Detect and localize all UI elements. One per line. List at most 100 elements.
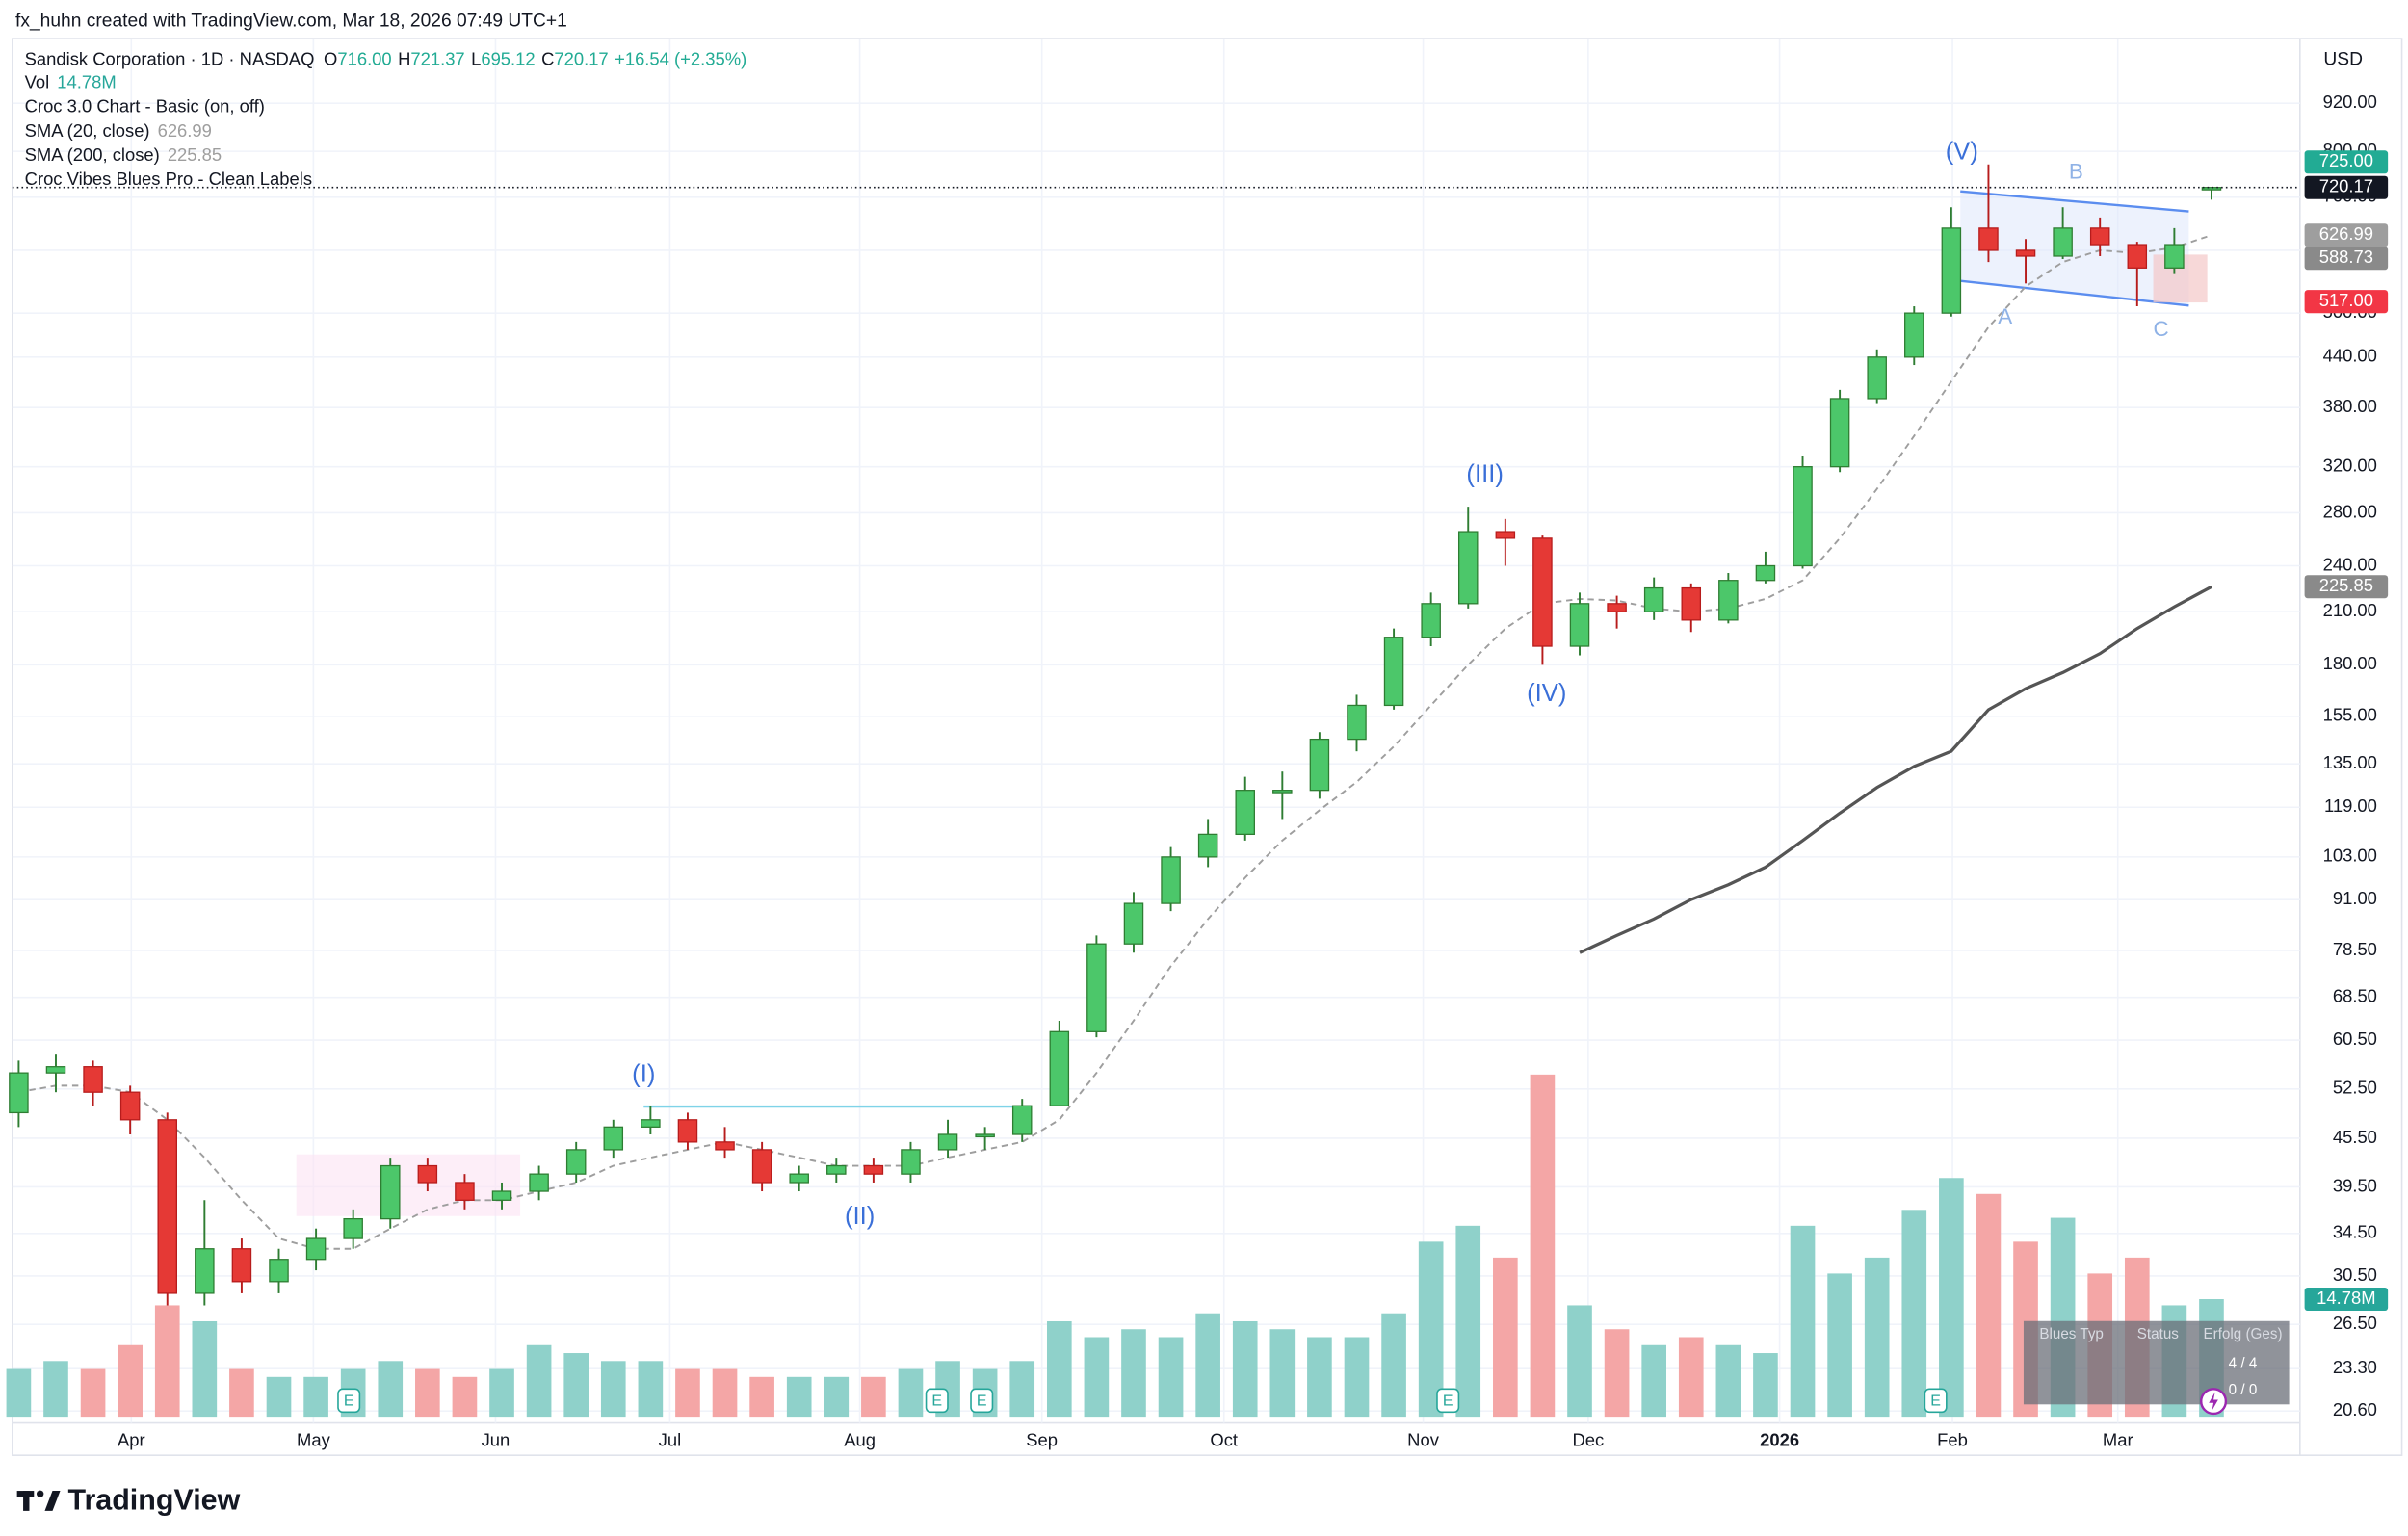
volume-bar [1381, 1313, 1406, 1418]
candle-body [715, 1141, 735, 1151]
legend-text: O [324, 48, 337, 68]
volume-bar [1641, 1344, 1666, 1418]
candle-body [1272, 790, 1293, 794]
candle-body [1978, 227, 1999, 251]
x-tick-label: Feb [1937, 1430, 1968, 1450]
candle-body [937, 1133, 958, 1151]
candle-body [119, 1091, 141, 1121]
y-tick-label: 135.00 [2323, 752, 2377, 772]
candle-body [751, 1149, 772, 1184]
wave-label: (III) [1466, 460, 1503, 487]
volume-bar [1976, 1193, 2002, 1418]
price-label: 720.17 [2319, 176, 2373, 196]
price-label: 626.99 [2319, 223, 2373, 244]
y-tick-label: 380.00 [2323, 396, 2377, 416]
candle-body [826, 1164, 847, 1175]
legend-text: 225.85 [168, 144, 222, 165]
volume-bar [1493, 1257, 1518, 1418]
channel-line [1960, 190, 2189, 213]
candle-body [1457, 531, 1479, 605]
volume-label: 14.78M [2316, 1288, 2375, 1308]
volume-bar [192, 1320, 218, 1418]
candle-body [565, 1149, 587, 1175]
candle-body [157, 1119, 178, 1294]
sma-line [18, 234, 2212, 1250]
volume-bar [1121, 1329, 1146, 1418]
candle-body [1123, 902, 1144, 945]
y-tick-label: 119.00 [2324, 795, 2377, 816]
y-tick-label: 155.00 [2323, 705, 2377, 725]
brand-logo [16, 1490, 61, 1511]
legend-text: +16.54 (+2.35%) [615, 48, 746, 68]
candle-body [1793, 466, 1813, 567]
wave-label: C [2153, 317, 2168, 341]
volume-bar [1418, 1241, 1444, 1418]
candle-body [2015, 249, 2036, 257]
volume-bar [824, 1376, 850, 1418]
alert-bolt [2209, 1392, 2218, 1411]
candle-body [1495, 531, 1516, 539]
candle-body [1569, 603, 1590, 647]
signal-table: Blues Typ Status Erfolg (Ges) 4 / 4 0 / … [2023, 1320, 2290, 1405]
volume-bar [118, 1344, 143, 1418]
legend-line: Croc Vibes Blues Pro - Clean Labels [25, 169, 312, 189]
legend-line: SMA (20, close) 626.99 [25, 120, 212, 141]
earnings-label: E [931, 1392, 942, 1409]
volume-bar [1009, 1361, 1035, 1418]
candle-body [1197, 833, 1218, 858]
volume-bar [1864, 1257, 1890, 1418]
legend-line: SMA (200, close) 225.85 [25, 144, 222, 165]
candle-body [1607, 603, 1627, 612]
price-label: 517.00 [2319, 290, 2373, 310]
y-tick-label: 210.00 [2323, 600, 2377, 620]
x-tick-label: Sep [1026, 1430, 1058, 1450]
volume-bar [712, 1368, 738, 1418]
y-tick-label: 280.00 [2323, 501, 2377, 521]
candle-body [83, 1066, 103, 1093]
volume-bar [1901, 1210, 1927, 1418]
candle-body [45, 1066, 66, 1074]
overlays [296, 190, 2208, 1216]
candle-body [417, 1164, 438, 1184]
earnings-marker [970, 1388, 994, 1414]
price-pane [9, 164, 2300, 1306]
volume-bar [1046, 1320, 1072, 1418]
y-tick-label: 440.00 [2323, 346, 2377, 366]
table-header: Status [2137, 1326, 2180, 1342]
channel-line [1960, 279, 2189, 307]
price-label-box [2304, 247, 2389, 271]
candle-body [1941, 227, 1962, 314]
chart-frame [12, 38, 2403, 1456]
y-tick-label: 23.30 [2333, 1357, 2377, 1377]
candle-body [343, 1217, 363, 1239]
y-tick-label: 920.00 [2323, 91, 2377, 112]
legend-text: L [471, 48, 481, 68]
volume-bar [526, 1344, 552, 1418]
x-tick-label: Jul [659, 1430, 682, 1450]
wave-label: (I) [632, 1061, 655, 1088]
volume-bar [1715, 1344, 1741, 1418]
candle-body [1011, 1105, 1033, 1135]
candle-body [2053, 227, 2073, 257]
zone [296, 1154, 521, 1216]
volume-bar [1232, 1320, 1258, 1418]
volume-bar [1344, 1337, 1370, 1418]
candle-body [1421, 603, 1441, 638]
wave-label: (II) [845, 1203, 875, 1230]
legend-text: 720.17 [554, 48, 608, 68]
candle-body [1532, 537, 1553, 647]
y-tick-label: 52.50 [2333, 1078, 2377, 1098]
volume-bar [1567, 1305, 1592, 1418]
legend-text: SMA (20, close) [25, 120, 150, 141]
legend-line: Sandisk Corporation · 1D · NASDAQ O716.00… [25, 48, 747, 68]
y-tick-label: 20.60 [2333, 1399, 2377, 1419]
y-tick-label: 320.00 [2323, 456, 2377, 476]
table-background [2023, 1320, 2290, 1405]
credit: fx_huhn created with TradingView.com, Ma… [15, 12, 567, 32]
y-tick-label: 103.00 [2323, 846, 2377, 866]
earnings-label: E [1443, 1392, 1453, 1409]
candle-body [2164, 244, 2185, 269]
candle-body [2201, 187, 2222, 191]
legend-text: 626.99 [158, 120, 212, 141]
logo-part [44, 1491, 61, 1511]
